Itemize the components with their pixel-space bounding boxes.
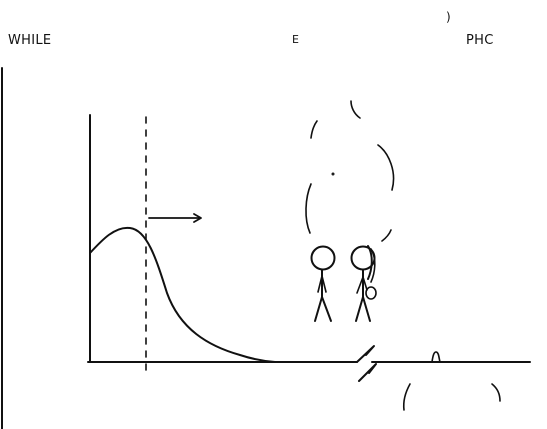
arrow-head: [193, 213, 202, 223]
thought-cloud-fragment: [310, 120, 318, 139]
distribution-curve: [89, 226, 276, 363]
stick-figure-arm: [356, 276, 364, 294]
thought-cloud-fragment: [377, 144, 395, 191]
stick-figure-leg: [362, 296, 371, 322]
thought-cloud-fragment: [381, 229, 392, 242]
stick-figure-arm: [321, 275, 327, 293]
stick-figure-hair: [367, 245, 373, 280]
thought-cloud-fragment: [350, 100, 361, 119]
stick-figure-head: [310, 245, 336, 271]
axis-break-mark: [356, 345, 375, 363]
caption-middle-fragment: E: [292, 33, 300, 46]
caption-right: PHC: [466, 33, 494, 48]
thought-cloud-fragment: [491, 383, 501, 402]
stick-figure-leg: [321, 296, 332, 322]
stick-figure-leg: [355, 296, 364, 322]
thought-cloud-fragment: [402, 383, 411, 411]
stick-figure-arm: [317, 275, 323, 293]
handbag: [365, 286, 377, 300]
caption-left: WHILE: [8, 33, 52, 48]
thought-cloud-fragment: [305, 183, 312, 234]
thought-cloud-dot: [331, 172, 335, 176]
stick-figure-leg: [314, 296, 323, 322]
axis-break-mark: [358, 363, 377, 382]
caption-top-fragment: ): [446, 10, 451, 24]
stick-figure-hair: [370, 248, 376, 283]
far-data-bump: [431, 351, 441, 363]
stick-figure-arm: [362, 276, 368, 291]
